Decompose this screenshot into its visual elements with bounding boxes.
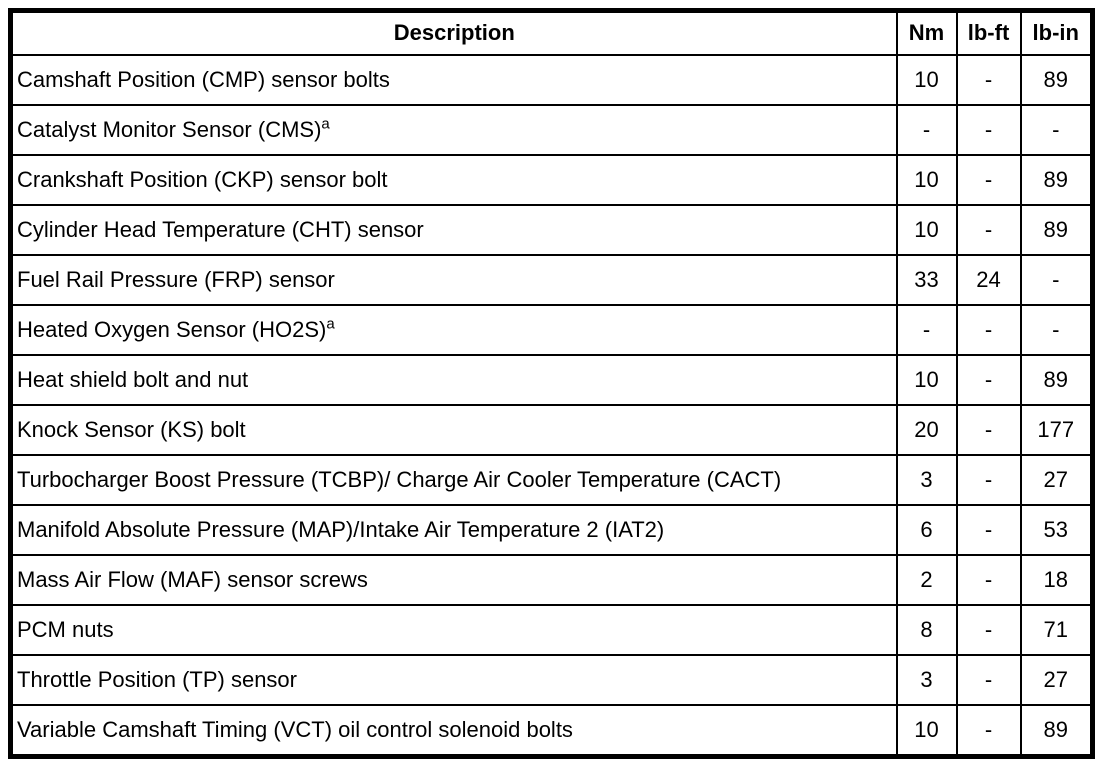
row-description: PCM nuts — [9, 604, 898, 656]
table-row: Heated Oxygen Sensor (HO2S)a - - - — [9, 304, 1094, 356]
torque-spec-table-container: Description Nm lb-ft lb-in Camshaft Posi… — [8, 8, 1095, 759]
row-description: Variable Camshaft Timing (VCT) oil contr… — [9, 704, 898, 758]
nm-value: 33 — [895, 254, 958, 306]
lb-ft-value: - — [955, 604, 1022, 656]
column-header-nm: Nm — [895, 9, 958, 56]
lb-in-value: 18 — [1019, 554, 1094, 606]
lb-ft-value: - — [955, 504, 1022, 556]
table-row: Catalyst Monitor Sensor (CMS)a - - - — [9, 104, 1094, 156]
table-row: Mass Air Flow (MAF) sensor screws 2-18 — [9, 554, 1094, 606]
lb-in-value: 53 — [1019, 504, 1094, 556]
torque-table-body: Camshaft Position (CMP) sensor bolts 10-8… — [9, 54, 1094, 758]
lb-in-value: 89 — [1019, 354, 1094, 406]
column-header-lb-ft: lb-ft — [955, 9, 1022, 56]
row-description: Knock Sensor (KS) bolt — [9, 404, 898, 456]
nm-value: 10 — [895, 354, 958, 406]
table-row: Crankshaft Position (CKP) sensor bolt 10-… — [9, 154, 1094, 206]
table-row: Heat shield bolt and nut 10-89 — [9, 354, 1094, 406]
nm-value: 10 — [895, 54, 958, 106]
nm-value: 10 — [895, 204, 958, 256]
table-row: Fuel Rail Pressure (FRP) sensor 33 24- — [9, 254, 1094, 306]
lb-ft-value: - — [955, 304, 1022, 356]
lb-in-value: 27 — [1019, 654, 1094, 706]
table-row: Manifold Absolute Pressure (MAP)/Intake … — [9, 504, 1094, 556]
nm-value: 8 — [895, 604, 958, 656]
nm-value: 6 — [895, 504, 958, 556]
lb-ft-value: - — [955, 104, 1022, 156]
lb-ft-value: - — [955, 354, 1022, 406]
footnote-marker: a — [321, 115, 330, 133]
lb-ft-value: - — [955, 454, 1022, 506]
lb-in-value: 177 — [1019, 404, 1094, 456]
table-row: Camshaft Position (CMP) sensor bolts 10-8… — [9, 54, 1094, 106]
footnote-marker: a — [326, 315, 335, 333]
row-description: Turbocharger Boost Pressure (TCBP)/ Char… — [9, 454, 898, 506]
table-header-row: Description Nm lb-ft lb-in — [9, 9, 1094, 56]
row-description: Manifold Absolute Pressure (MAP)/Intake … — [9, 504, 898, 556]
lb-ft-value: - — [955, 154, 1022, 206]
row-description: Throttle Position (TP) sensor — [9, 654, 898, 706]
nm-value: - — [895, 304, 958, 356]
table-row: Knock Sensor (KS) bolt 20-177 — [9, 404, 1094, 456]
row-description: Cylinder Head Temperature (CHT) sensor — [9, 204, 898, 256]
lb-in-value: 71 — [1019, 604, 1094, 656]
row-description: Camshaft Position (CMP) sensor bolts — [9, 54, 898, 106]
lb-in-value: 89 — [1019, 704, 1094, 758]
lb-ft-value: - — [955, 554, 1022, 606]
lb-in-value: 89 — [1019, 154, 1094, 206]
lb-in-value: 89 — [1019, 54, 1094, 106]
lb-ft-value: - — [955, 54, 1022, 106]
lb-in-value: 89 — [1019, 204, 1094, 256]
nm-value: 10 — [895, 704, 958, 758]
nm-value: 10 — [895, 154, 958, 206]
row-description: Heated Oxygen Sensor (HO2S)a — [9, 304, 898, 356]
lb-in-value: - — [1019, 304, 1094, 356]
lb-ft-value: - — [955, 654, 1022, 706]
row-description: Mass Air Flow (MAF) sensor screws — [9, 554, 898, 606]
row-description: Fuel Rail Pressure (FRP) sensor — [9, 254, 898, 306]
lb-in-value: - — [1019, 254, 1094, 306]
nm-value: 20 — [895, 404, 958, 456]
table-row: Variable Camshaft Timing (VCT) oil contr… — [9, 704, 1094, 758]
lb-ft-value: 24 — [955, 254, 1022, 306]
column-header-lb-in: lb-in — [1019, 9, 1094, 56]
nm-value: 3 — [895, 454, 958, 506]
nm-value: 2 — [895, 554, 958, 606]
lb-ft-value: - — [955, 704, 1022, 758]
lb-ft-value: - — [955, 404, 1022, 456]
table-row: Turbocharger Boost Pressure (TCBP)/ Char… — [9, 454, 1094, 506]
table-row: PCM nuts 8-71 — [9, 604, 1094, 656]
table-row: Throttle Position (TP) sensor 3-27 — [9, 654, 1094, 706]
row-description: Crankshaft Position (CKP) sensor bolt — [9, 154, 898, 206]
column-header-description: Description — [9, 9, 898, 56]
lb-in-value: 27 — [1019, 454, 1094, 506]
nm-value: 3 — [895, 654, 958, 706]
lb-ft-value: - — [955, 204, 1022, 256]
row-description: Heat shield bolt and nut — [9, 354, 898, 406]
table-row: Cylinder Head Temperature (CHT) sensor 10… — [9, 204, 1094, 256]
torque-spec-table: Description Nm lb-ft lb-in Camshaft Posi… — [8, 8, 1095, 759]
row-description: Catalyst Monitor Sensor (CMS)a — [9, 104, 898, 156]
lb-in-value: - — [1019, 104, 1094, 156]
nm-value: - — [895, 104, 958, 156]
